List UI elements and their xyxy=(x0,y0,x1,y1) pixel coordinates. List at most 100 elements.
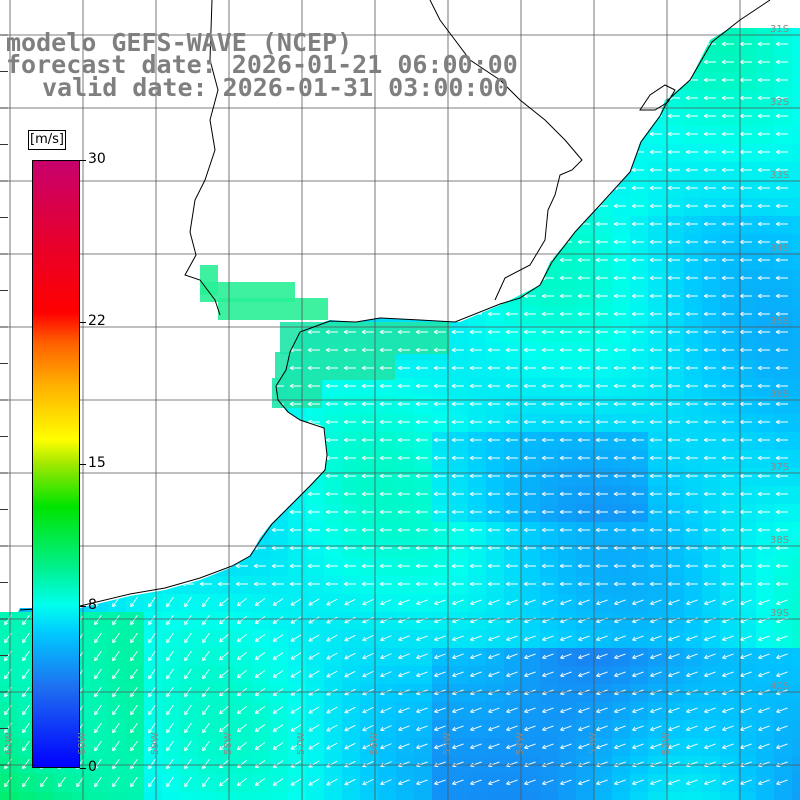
wind-cell xyxy=(90,126,108,144)
wind-arrow xyxy=(202,650,210,662)
wind-cell xyxy=(198,648,216,666)
wind-arrow xyxy=(487,419,500,425)
wind-arrow xyxy=(433,383,446,389)
wind-arrow xyxy=(631,509,644,515)
wind-arrow xyxy=(523,167,536,173)
wind-arrow xyxy=(505,581,518,587)
wind-arrow xyxy=(650,743,662,750)
wind-cell xyxy=(630,198,648,216)
wind-arrow xyxy=(776,653,788,660)
wind-arrow xyxy=(289,167,302,173)
wind-cell xyxy=(702,720,720,738)
wind-arrow xyxy=(271,149,284,155)
wind-cell xyxy=(558,504,576,522)
wind-arrow xyxy=(92,6,104,10)
wind-cell xyxy=(180,162,198,180)
wind-arrow xyxy=(740,653,752,660)
wind-cell xyxy=(558,630,576,648)
wind-cell xyxy=(180,792,198,800)
wind-arrow xyxy=(559,365,572,371)
wind-arrow xyxy=(487,527,500,533)
wind-arrow xyxy=(451,581,464,587)
wind-cell xyxy=(126,522,144,540)
wind-arrow xyxy=(523,473,536,479)
wind-arrow xyxy=(415,581,428,587)
wind-arrow xyxy=(73,131,86,137)
wind-cell xyxy=(216,702,234,720)
colorbar-tick-mark xyxy=(80,464,86,465)
wind-arrow xyxy=(469,509,482,515)
wind-arrow xyxy=(109,329,122,335)
wind-arrow xyxy=(163,131,176,137)
wind-arrow xyxy=(397,491,410,497)
wind-arrow xyxy=(667,149,680,155)
wind-cell xyxy=(378,612,396,630)
wind-arrow xyxy=(254,706,266,714)
wind-cell xyxy=(144,0,162,18)
wind-arrow xyxy=(148,776,156,788)
wind-arrow xyxy=(721,545,734,551)
wind-arrow xyxy=(397,28,410,29)
wind-cell xyxy=(432,252,450,270)
wind-arrow xyxy=(649,347,662,353)
wind-arrow xyxy=(184,776,192,788)
wind-cell xyxy=(414,450,432,468)
wind-arrow xyxy=(721,365,734,371)
wind-arrow xyxy=(577,563,590,569)
wind-cell xyxy=(738,576,756,594)
wind-cell xyxy=(234,414,252,432)
wind-arrow xyxy=(488,599,500,606)
wind-cell xyxy=(756,450,774,468)
wind-arrow xyxy=(451,545,464,551)
wind-arrow xyxy=(578,779,590,786)
wind-arrow xyxy=(649,203,662,209)
wind-arrow xyxy=(613,509,626,515)
wind-cell xyxy=(648,72,666,90)
wind-arrow xyxy=(722,743,734,750)
wind-cell xyxy=(432,144,450,162)
wind-arrow xyxy=(451,473,464,479)
wind-cell xyxy=(324,558,342,576)
wind-cell xyxy=(702,414,720,432)
wind-cell xyxy=(540,738,558,756)
wind-cell xyxy=(738,162,756,180)
wind-cell xyxy=(612,522,630,540)
wind-arrow xyxy=(109,545,122,551)
wind-cell xyxy=(756,684,774,702)
wind-cell xyxy=(90,360,108,378)
wind-arrow xyxy=(523,329,536,335)
wind-cell xyxy=(756,288,774,306)
wind-cell xyxy=(630,252,648,270)
wind-cell xyxy=(648,702,666,720)
wind-arrow xyxy=(739,401,752,407)
wind-arrow xyxy=(433,167,446,173)
wind-arrow xyxy=(379,437,392,443)
wind-arrow xyxy=(166,668,174,680)
wind-cell xyxy=(360,378,378,396)
wind-cell xyxy=(306,486,324,504)
wind-cell xyxy=(162,738,180,756)
wind-cell xyxy=(108,576,126,594)
wind-arrow xyxy=(362,616,374,624)
wind-cell xyxy=(630,738,648,756)
wind-arrow xyxy=(415,239,428,245)
wind-cell xyxy=(324,666,342,684)
wind-arrow xyxy=(668,725,680,732)
wind-cell xyxy=(450,540,468,558)
wind-cell xyxy=(558,216,576,234)
wind-cell xyxy=(18,648,36,666)
wind-arrow xyxy=(343,437,356,443)
wind-cell xyxy=(162,432,180,450)
wind-cell xyxy=(738,414,756,432)
wind-cell xyxy=(90,342,108,360)
wind-arrow xyxy=(235,401,248,407)
wind-arrow xyxy=(379,293,392,299)
wind-cell xyxy=(162,648,180,666)
wind-arrow xyxy=(290,742,302,750)
wind-arrow xyxy=(505,221,518,227)
wind-arrow xyxy=(595,41,608,47)
wind-arrow xyxy=(217,473,230,479)
wind-cell xyxy=(792,234,800,252)
wind-cell xyxy=(792,558,800,576)
wind-cell xyxy=(126,360,144,378)
